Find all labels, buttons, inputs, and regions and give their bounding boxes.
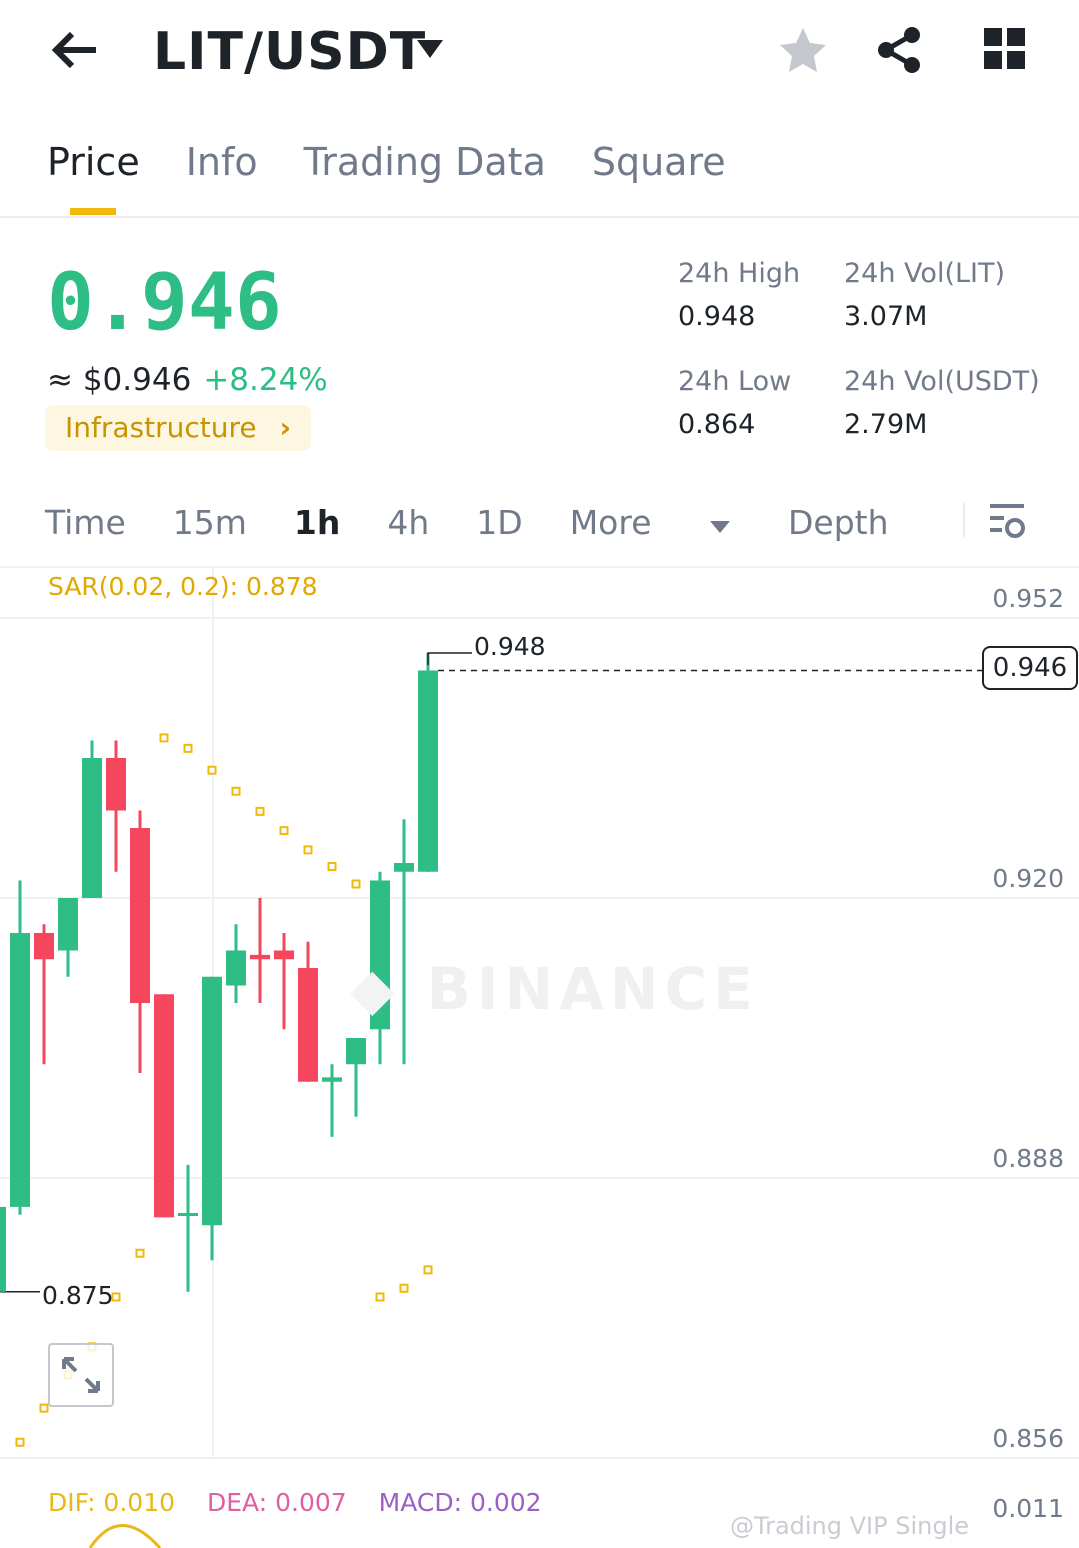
fiat-price: ≈ $0.946	[47, 362, 192, 398]
stat-label: 24h Low	[678, 366, 792, 397]
candle-body	[226, 950, 246, 986]
dif-line	[88, 1524, 162, 1548]
sar-label: SAR(0.02, 0.2): 0.878	[48, 572, 318, 601]
fullscreen-button[interactable]	[48, 1343, 114, 1407]
macd-value: MACD: 0.002	[378, 1488, 542, 1517]
sar-dot	[423, 1265, 433, 1275]
candle-body	[394, 863, 414, 872]
sar-dot	[375, 1292, 385, 1302]
watermark-text: BINANCE	[426, 955, 759, 1023]
fiat-price-row: ≈ $0.946 +8.24%	[47, 362, 328, 398]
macd-axis-tick: 0.011	[992, 1494, 1064, 1523]
more-label: More	[569, 503, 652, 542]
star-icon[interactable]	[778, 26, 828, 74]
y-axis-tick: 0.952	[992, 584, 1064, 613]
timeframe-bar: Time 15m 1h 4h 1D More Depth	[45, 503, 936, 542]
candle-body	[418, 670, 438, 872]
tab-info[interactable]: Info	[185, 140, 258, 184]
candle-body	[178, 1213, 198, 1216]
caret-down-icon[interactable]	[415, 38, 445, 60]
candle-body	[82, 758, 102, 898]
timeframe-depth[interactable]: Depth	[788, 503, 889, 542]
pair-title[interactable]: LIT/USDT	[153, 22, 427, 82]
timeframe-more[interactable]: More	[570, 503, 731, 542]
price-change: +8.24%	[203, 362, 328, 398]
candle-body	[58, 898, 78, 951]
sar-dot	[351, 879, 361, 889]
dif-value: DIF: 0.010	[48, 1488, 176, 1517]
category-label: Infrastructure	[65, 411, 257, 444]
divider	[0, 566, 1079, 568]
y-axis-tick: 0.888	[992, 1144, 1064, 1173]
sar-dot	[159, 733, 169, 743]
high-label: 0.948	[474, 632, 546, 661]
last-price-marker: 0.946	[982, 646, 1078, 690]
stat-value: 3.07M	[844, 301, 928, 332]
candle-body	[154, 994, 174, 1218]
divider	[0, 216, 1079, 218]
last-price: 0.946	[47, 258, 282, 348]
sar-dot	[39, 1403, 49, 1413]
candle-body	[250, 954, 270, 960]
candle-body	[298, 968, 318, 1082]
dea-value: DEA: 0.007	[207, 1488, 347, 1517]
sar-dot	[183, 743, 193, 753]
tab-price[interactable]: Price	[47, 140, 140, 215]
macd-legend: DIF: 0.010 DEA: 0.007 MACD: 0.002	[48, 1488, 542, 1517]
candle-body	[322, 1077, 342, 1082]
candle-body	[370, 880, 390, 1030]
sar-dot	[399, 1283, 409, 1293]
high-leader-line	[427, 652, 472, 665]
tab-bar: Price Info Trading Data Square	[47, 140, 726, 215]
stat-value: 2.79M	[844, 409, 928, 440]
binance-watermark: ◆ BINANCE	[350, 955, 759, 1023]
candle-body	[34, 933, 54, 960]
timeframe-1h[interactable]: 1h	[293, 503, 341, 542]
category-tag[interactable]: Infrastructure ›	[45, 405, 312, 451]
candle-body	[346, 1038, 366, 1065]
sar-dot	[15, 1437, 25, 1447]
candle-body	[106, 758, 126, 811]
timeframe-1d[interactable]: 1D	[476, 503, 523, 542]
sar-dot	[303, 845, 313, 855]
sar-dot	[255, 806, 265, 816]
expand-icon	[62, 1357, 100, 1393]
back-button[interactable]	[50, 28, 100, 76]
low-label: 0.875	[42, 1281, 114, 1310]
sar-dot	[111, 1292, 121, 1302]
stat-label: 24h Vol(USDT)	[844, 366, 1040, 397]
y-axis-tick: 0.920	[992, 864, 1064, 893]
grid-icon[interactable]	[984, 28, 1026, 70]
stat-value: 0.864	[678, 409, 756, 440]
y-axis-tick: 0.856	[992, 1424, 1064, 1453]
stat-value: 0.948	[678, 301, 756, 332]
arrow-left-icon	[51, 31, 96, 69]
stat-label: 24h High	[678, 258, 801, 289]
timeframe-4h[interactable]: 4h	[387, 503, 430, 542]
candle-body	[10, 933, 30, 1207]
caret-down-icon	[710, 521, 731, 533]
sar-dot	[231, 786, 241, 796]
tab-square[interactable]: Square	[591, 140, 726, 184]
stat-label: 24h Vol(LIT)	[844, 258, 1006, 289]
credit-watermark: @Trading VIP Single	[729, 1512, 969, 1540]
candle-body	[202, 976, 222, 1226]
candle-body	[130, 828, 150, 1003]
sar-dot	[279, 826, 289, 836]
timeframe-time[interactable]: Time	[45, 503, 126, 542]
candlestick-chart[interactable]	[0, 568, 1079, 1548]
tab-trading-data[interactable]: Trading Data	[303, 140, 546, 184]
divider	[963, 503, 965, 537]
chart-settings-icon[interactable]	[988, 502, 1028, 540]
share-icon[interactable]	[874, 26, 924, 74]
timeframe-15m[interactable]: 15m	[172, 503, 247, 542]
sar-dot	[207, 765, 217, 775]
candle-body	[274, 950, 294, 960]
sar-dot	[135, 1248, 145, 1258]
chevron-right-icon: ›	[279, 411, 292, 444]
sar-dot	[327, 862, 337, 871]
